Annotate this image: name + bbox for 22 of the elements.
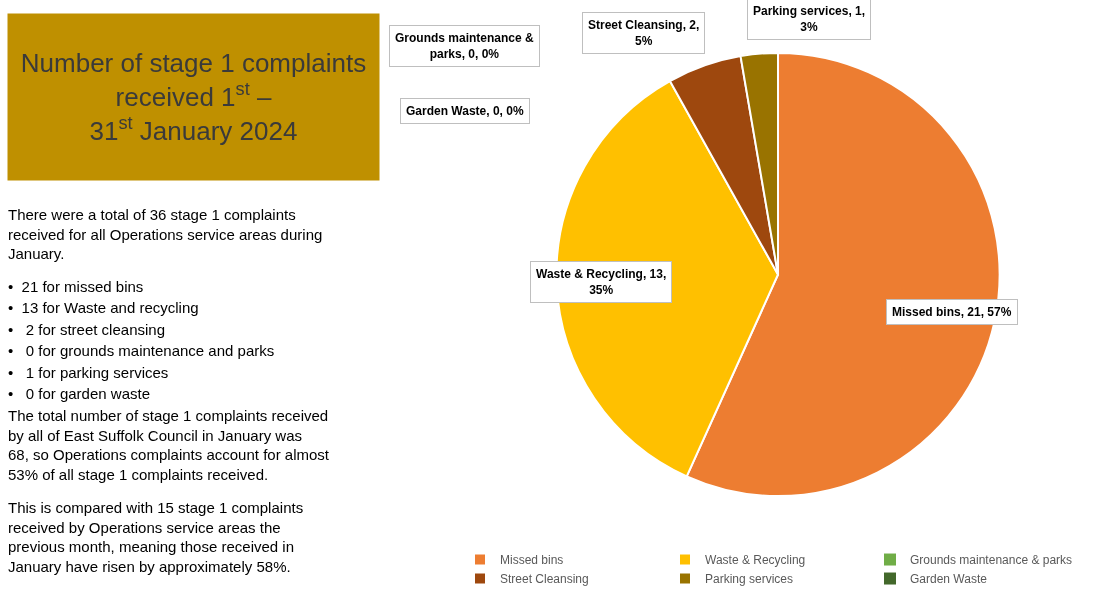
text: Grounds maintenance & parks, 0, 0%: [395, 31, 534, 61]
text: This is compared with 15 stage 1 complaints received by Operations service areas the previous month, meaning those received in January have risen by approximately 58%.: [8, 499, 304, 575]
data-label: Missed bins, 21, 57%: [892, 305, 1012, 319]
legend-label: Garden Waste: [910, 572, 988, 587]
legend-label: Waste & Recycling: [705, 553, 806, 568]
text: • 21 for missed bins: [8, 278, 144, 295]
text: • 0 for grounds maintenance and parks: [8, 342, 275, 359]
text: • 2 for street cleansing: [8, 321, 165, 338]
legend-label: Street Cleansing: [500, 572, 589, 587]
text: Garden Waste, 0, 0%: [406, 104, 524, 118]
data-label: Waste & Recycling, 13, 35%: [536, 267, 667, 297]
legend-label: Missed bins: [500, 553, 564, 568]
data-label: Parking services, 1, 3%: [753, 4, 866, 34]
text: • 0 for garden waste: [8, 385, 150, 402]
chart-title: Number of stage 1 complaints received 1$^{st}$ – 31$^{st}$ January 2024: [20, 48, 367, 146]
text: There were a total of 36 stage 1 complaints received for all Operations service areas during January.: [8, 206, 323, 262]
text: • 13 for Waste and recycling: [8, 299, 199, 316]
text: • 1 for parking services: [8, 364, 169, 381]
text: The total number of stage 1 complaints received by all of East Suffolk Council in January was 68, so Operations complaints account for almost 53% of all stage 1 complaints received.: [8, 407, 330, 483]
legend-label: Grounds maintenance & parks: [910, 553, 1073, 568]
data-label: Street Cleansing, 2, 5%: [588, 18, 700, 48]
legend-label: Parking services: [705, 572, 794, 587]
